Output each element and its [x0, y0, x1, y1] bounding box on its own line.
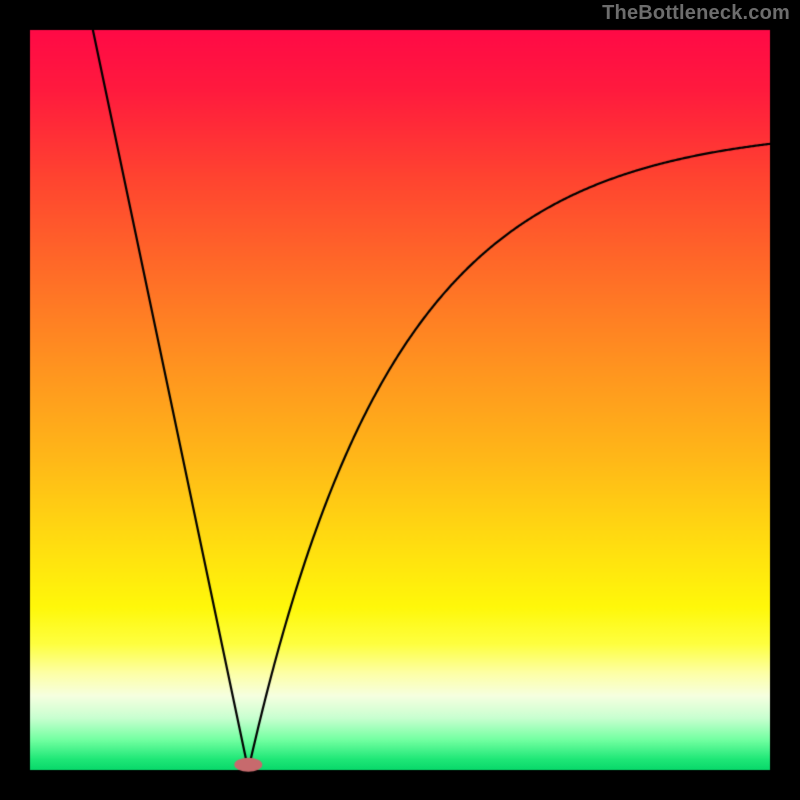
- chart-frame: TheBottleneck.com: [0, 0, 800, 800]
- watermark-text: TheBottleneck.com: [602, 2, 790, 25]
- bottleneck-chart: [0, 0, 800, 800]
